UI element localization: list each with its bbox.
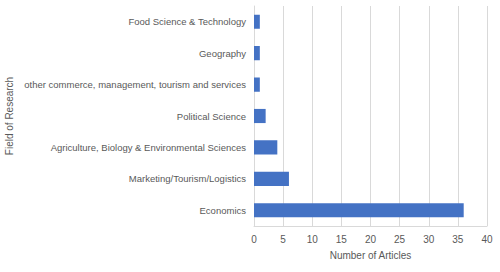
svg-text:10: 10 xyxy=(307,234,319,245)
svg-text:Geography: Geography xyxy=(199,48,246,59)
svg-text:25: 25 xyxy=(394,234,406,245)
svg-text:Economics: Economics xyxy=(200,205,247,216)
svg-text:40: 40 xyxy=(481,234,493,245)
svg-text:Field of Research: Field of Research xyxy=(4,77,15,155)
svg-text:35: 35 xyxy=(452,234,464,245)
svg-text:Political Science: Political Science xyxy=(177,111,246,122)
svg-text:other commerce, management, to: other commerce, management, tourism and … xyxy=(24,79,246,90)
svg-text:30: 30 xyxy=(423,234,435,245)
svg-text:20: 20 xyxy=(365,234,377,245)
svg-text:5: 5 xyxy=(280,234,286,245)
svg-text:Marketing/Tourism/Logistics: Marketing/Tourism/Logistics xyxy=(129,173,246,184)
svg-text:Agriculture, Biology & Environ: Agriculture, Biology & Environmental Sci… xyxy=(51,142,247,153)
svg-text:15: 15 xyxy=(336,234,348,245)
svg-text:Food Science & Technology: Food Science & Technology xyxy=(128,16,246,27)
svg-text:0: 0 xyxy=(251,234,257,245)
svg-text:Number of Articles: Number of Articles xyxy=(330,250,412,261)
